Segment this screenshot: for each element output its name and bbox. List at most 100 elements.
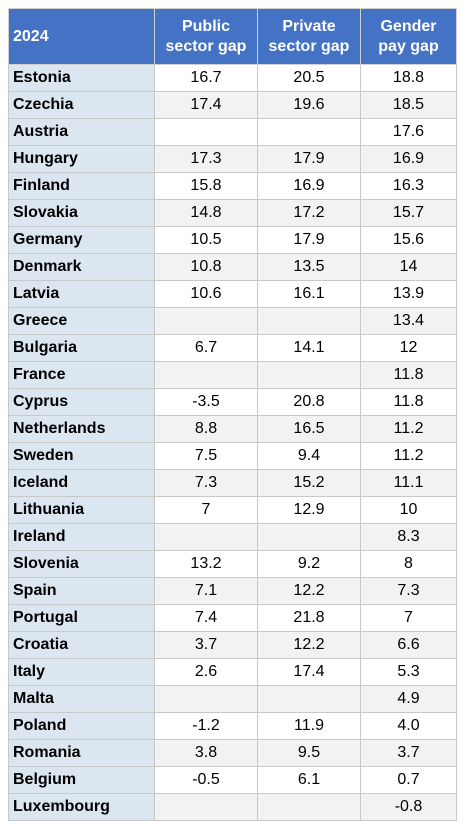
gender-pay-gap-cell: 3.7: [360, 739, 457, 767]
public-sector-gap-cell: 7.1: [154, 577, 258, 605]
public-sector-gap-cell: [154, 361, 258, 389]
gender-pay-gap-cell: 15.6: [360, 226, 457, 254]
table-row: Slovenia 13.2 9.2 8: [8, 550, 457, 578]
table-row: Latvia 10.6 16.1 13.9: [8, 280, 457, 308]
table-row: Slovakia 14.8 17.2 15.7: [8, 199, 457, 227]
table-row: Portugal 7.4 21.8 7: [8, 604, 457, 632]
public-sector-gap-cell: -3.5: [154, 388, 258, 416]
gender-pay-gap-cell: -0.8: [360, 793, 457, 821]
public-sector-gap-cell: [154, 118, 258, 146]
public-sector-gap-cell: 7.4: [154, 604, 258, 632]
country-cell: Denmark: [8, 253, 155, 281]
public-sector-gap-cell: [154, 685, 258, 713]
private-sector-gap-cell: 21.8: [257, 604, 361, 632]
country-cell: Romania: [8, 739, 155, 767]
country-cell: Germany: [8, 226, 155, 254]
table-row: Austria 17.6: [8, 118, 457, 146]
country-cell: Iceland: [8, 469, 155, 497]
public-sector-gap-cell: 13.2: [154, 550, 258, 578]
public-sector-gap-cell: 14.8: [154, 199, 258, 227]
gender-pay-gap-cell: 14: [360, 253, 457, 281]
public-sector-gap-cell: 7: [154, 496, 258, 524]
table-row: Malta 4.9: [8, 685, 457, 713]
gender-pay-gap-cell: 16.3: [360, 172, 457, 200]
private-sector-gap-cell: 12.9: [257, 496, 361, 524]
gender-pay-gap-cell: 11.2: [360, 415, 457, 443]
public-sector-gap-cell: 7.5: [154, 442, 258, 470]
private-sector-gap-cell: 13.5: [257, 253, 361, 281]
public-sector-gap-cell: 3.8: [154, 739, 258, 767]
private-sector-gap-cell: [257, 793, 361, 821]
country-cell: Czechia: [8, 91, 155, 119]
gender-pay-gap-cell: 8.3: [360, 523, 457, 551]
country-cell: Greece: [8, 307, 155, 335]
table-row: Lithuania 7 12.9 10: [8, 496, 457, 524]
country-cell: Luxembourg: [8, 793, 155, 821]
gender-pay-gap-cell: 7: [360, 604, 457, 632]
table-row: Finland 15.8 16.9 16.3: [8, 172, 457, 200]
table-row: Hungary 17.3 17.9 16.9: [8, 145, 457, 173]
public-sector-gap-cell: 15.8: [154, 172, 258, 200]
table-row: Germany 10.5 17.9 15.6: [8, 226, 457, 254]
gender-pay-gap-cell: 16.9: [360, 145, 457, 173]
table-row: Croatia 3.7 12.2 6.6: [8, 631, 457, 659]
gender-pay-gap-cell: 4.9: [360, 685, 457, 713]
private-sector-gap-cell: 14.1: [257, 334, 361, 362]
table-row: Czechia 17.4 19.6 18.5: [8, 91, 457, 119]
gender-pay-gap-cell: 11.2: [360, 442, 457, 470]
header-gender-pay-gap: Gender pay gap: [360, 8, 457, 65]
public-sector-gap-cell: 16.7: [154, 64, 258, 92]
header-private-line-2: sector gap: [268, 37, 350, 55]
private-sector-gap-cell: 17.9: [257, 145, 361, 173]
public-sector-gap-cell: -1.2: [154, 712, 258, 740]
gender-pay-gap-cell: 8: [360, 550, 457, 578]
public-sector-gap-cell: 2.6: [154, 658, 258, 686]
table-row: Estonia 16.7 20.5 18.8: [8, 64, 457, 92]
public-sector-gap-cell: [154, 523, 258, 551]
country-cell: Italy: [8, 658, 155, 686]
private-sector-gap-cell: [257, 118, 361, 146]
gender-pay-gap-cell: 11.1: [360, 469, 457, 497]
country-cell: Cyprus: [8, 388, 155, 416]
table-row: Iceland 7.3 15.2 11.1: [8, 469, 457, 497]
public-sector-gap-cell: 7.3: [154, 469, 258, 497]
country-cell: Netherlands: [8, 415, 155, 443]
public-sector-gap-cell: 8.8: [154, 415, 258, 443]
country-cell: Spain: [8, 577, 155, 605]
gender-pay-gap-cell: 11.8: [360, 361, 457, 389]
private-sector-gap-cell: 9.4: [257, 442, 361, 470]
gender-pay-gap-cell: 15.7: [360, 199, 457, 227]
table-row: Bulgaria 6.7 14.1 12: [8, 334, 457, 362]
table-row: Greece 13.4: [8, 307, 457, 335]
private-sector-gap-cell: 17.2: [257, 199, 361, 227]
public-sector-gap-cell: 3.7: [154, 631, 258, 659]
private-sector-gap-cell: 9.5: [257, 739, 361, 767]
table-row: Netherlands 8.8 16.5 11.2: [8, 415, 457, 443]
country-cell: Slovakia: [8, 199, 155, 227]
table-row: France 11.8: [8, 361, 457, 389]
table-row: Italy 2.6 17.4 5.3: [8, 658, 457, 686]
private-sector-gap-cell: 16.1: [257, 280, 361, 308]
country-cell: Ireland: [8, 523, 155, 551]
header-year: 2024: [8, 8, 155, 65]
public-sector-gap-cell: 17.3: [154, 145, 258, 173]
gender-pay-gap-cell: 17.6: [360, 118, 457, 146]
country-cell: Finland: [8, 172, 155, 200]
public-sector-gap-cell: [154, 307, 258, 335]
table-row: Sweden 7.5 9.4 11.2: [8, 442, 457, 470]
table-row: Poland -1.2 11.9 4.0: [8, 712, 457, 740]
private-sector-gap-cell: 12.2: [257, 631, 361, 659]
private-sector-gap-cell: 17.9: [257, 226, 361, 254]
gender-pay-gap-cell: 13.4: [360, 307, 457, 335]
table-row: Luxembourg -0.8: [8, 793, 457, 821]
country-cell: Malta: [8, 685, 155, 713]
private-sector-gap-cell: 11.9: [257, 712, 361, 740]
private-sector-gap-cell: 20.8: [257, 388, 361, 416]
country-cell: Croatia: [8, 631, 155, 659]
country-cell: Lithuania: [8, 496, 155, 524]
private-sector-gap-cell: 9.2: [257, 550, 361, 578]
private-sector-gap-cell: 16.9: [257, 172, 361, 200]
country-cell: Slovenia: [8, 550, 155, 578]
header-public-sector-gap: Public sector gap: [154, 8, 258, 65]
table-row: Cyprus -3.5 20.8 11.8: [8, 388, 457, 416]
